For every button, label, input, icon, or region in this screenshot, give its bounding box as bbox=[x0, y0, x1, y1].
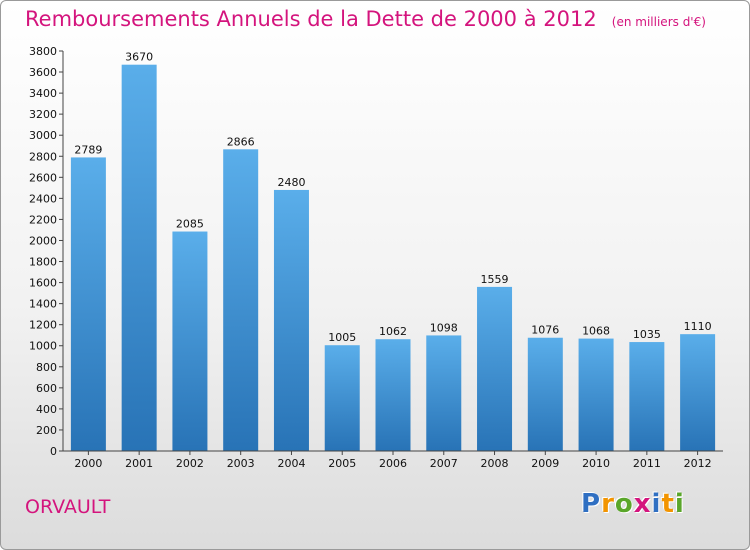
logo-letter: P bbox=[581, 489, 601, 519]
x-tick-label: 2011 bbox=[633, 457, 661, 470]
logo-letter: r bbox=[601, 489, 615, 519]
y-tick-label: 3200 bbox=[29, 108, 57, 121]
bar-2004 bbox=[274, 190, 309, 451]
x-tick-label: 2004 bbox=[277, 457, 305, 470]
x-axis: 2000 2001 2002 2003 2004 2005 2006 2007 2008 2009… bbox=[63, 451, 723, 470]
x-tick-label: 2006 bbox=[379, 457, 407, 470]
y-tick-label: 3400 bbox=[29, 87, 57, 100]
bar-2008 bbox=[477, 287, 512, 451]
y-tick-label: 3600 bbox=[29, 66, 57, 79]
y-tick-label: 0 bbox=[50, 445, 57, 458]
x-tick-label: 2007 bbox=[430, 457, 458, 470]
bar-2012 bbox=[680, 334, 715, 451]
y-tick-label: 2200 bbox=[29, 213, 57, 226]
y-tick-label: 1400 bbox=[29, 298, 57, 311]
y-tick-label: 1800 bbox=[29, 256, 57, 269]
x-tick-label: 2010 bbox=[582, 457, 610, 470]
data-label-2002: 2085 bbox=[176, 218, 204, 231]
data-label-2008: 1559 bbox=[481, 273, 509, 286]
bar-2002 bbox=[172, 232, 207, 451]
y-tick-label: 2600 bbox=[29, 171, 57, 184]
proxiti-logo: Proxiti bbox=[581, 489, 685, 519]
y-tick-label: 800 bbox=[36, 361, 57, 374]
data-label-2007: 1098 bbox=[430, 321, 458, 334]
data-label-2005: 1005 bbox=[328, 331, 356, 344]
logo-letter: o bbox=[615, 489, 634, 519]
y-tick-label: 400 bbox=[36, 403, 57, 416]
logo-letter: i bbox=[675, 489, 685, 519]
data-label-2011: 1035 bbox=[633, 328, 661, 341]
y-tick-label: 200 bbox=[36, 424, 57, 437]
data-label-2003: 2866 bbox=[227, 135, 255, 148]
bars: 2789 3670 2085 2866 2480 1005 1062 1098 1559 1076… bbox=[71, 51, 715, 451]
bar-2001 bbox=[122, 65, 157, 451]
x-tick-label: 2002 bbox=[176, 457, 204, 470]
y-tick-label: 600 bbox=[36, 382, 57, 395]
y-axis: 0 200 400 600 800 1000 1200 1400 1600 1800 2000 220… bbox=[29, 45, 63, 458]
x-tick-label: 2003 bbox=[227, 457, 255, 470]
x-tick-label: 2008 bbox=[481, 457, 509, 470]
bar-2011 bbox=[629, 342, 664, 451]
y-tick-label: 2000 bbox=[29, 234, 57, 247]
data-label-2000: 2789 bbox=[74, 143, 102, 156]
bar-chart: 0 200 400 600 800 1000 1200 1400 1600 1800 2000 220… bbox=[1, 1, 749, 549]
bar-2006 bbox=[376, 339, 411, 451]
y-tick-label: 2800 bbox=[29, 150, 57, 163]
bar-2005 bbox=[325, 345, 360, 451]
y-tick-label: 1200 bbox=[29, 319, 57, 332]
city-name: ORVAULT bbox=[25, 496, 110, 518]
logo-letter: t bbox=[661, 489, 674, 519]
y-tick-label: 3800 bbox=[29, 45, 57, 58]
x-tick-label: 2012 bbox=[684, 457, 712, 470]
x-tick-label: 2000 bbox=[74, 457, 102, 470]
y-tick-label: 1600 bbox=[29, 277, 57, 290]
bar-2003 bbox=[223, 149, 258, 451]
data-label-2010: 1068 bbox=[582, 325, 610, 338]
bar-2010 bbox=[579, 339, 614, 451]
data-label-2006: 1062 bbox=[379, 325, 407, 338]
chart-frame: Remboursements Annuels de la Dette de 20… bbox=[0, 0, 750, 550]
data-label-2004: 2480 bbox=[277, 176, 305, 189]
y-tick-label: 1000 bbox=[29, 340, 57, 353]
bar-2009 bbox=[528, 338, 563, 451]
bar-2000 bbox=[71, 157, 106, 451]
logo-letter: x bbox=[634, 489, 652, 519]
x-tick-label: 2005 bbox=[328, 457, 356, 470]
bar-2007 bbox=[426, 335, 461, 451]
data-label-2001: 3670 bbox=[125, 51, 153, 64]
y-tick-label: 2400 bbox=[29, 192, 57, 205]
logo-letter: i bbox=[652, 489, 662, 519]
x-tick-label: 2001 bbox=[125, 457, 153, 470]
x-tick-label: 2009 bbox=[531, 457, 559, 470]
data-label-2009: 1076 bbox=[531, 324, 559, 337]
data-label-2012: 1110 bbox=[684, 320, 712, 333]
y-tick-label: 3000 bbox=[29, 129, 57, 142]
